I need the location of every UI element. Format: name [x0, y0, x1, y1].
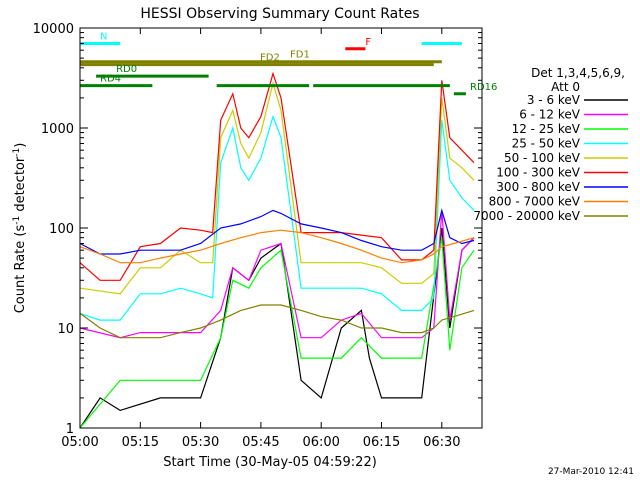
- series-line-8: [79, 229, 475, 264]
- x-tick-label: 06:30: [423, 435, 460, 450]
- legend-entry-label: 25 - 50 keV: [512, 137, 581, 151]
- series-line-6: [79, 71, 475, 281]
- legend-entry-label: 7000 - 20000 keV: [473, 209, 580, 223]
- legend-title-line2: Att 0: [551, 80, 580, 94]
- series-line-5: [79, 81, 475, 295]
- legend-entry-label: 50 - 100 keV: [504, 151, 581, 165]
- x-tick-label: 05:45: [242, 435, 279, 450]
- annotation-label: N: [100, 31, 107, 42]
- plot-frame: [79, 27, 483, 429]
- y-tick-label: 100: [49, 222, 74, 237]
- chart-title: HESSI Observing Summary Count Rates: [140, 6, 419, 22]
- y-tick-label: 10000: [33, 22, 74, 37]
- x-tick-label: 05:15: [122, 435, 159, 450]
- y-axis-label-main: Count Rate (s: [13, 225, 28, 314]
- x-tick-label: 06:15: [363, 435, 400, 450]
- y-tick-label: 10: [57, 322, 74, 337]
- legend-entry-label: 800 - 7000 keV: [489, 195, 581, 209]
- legend-entry-label: 12 - 25 keV: [512, 122, 581, 136]
- series-line-1: [79, 227, 475, 429]
- y-axis-label: Count Rate (s-1 detector-1): [12, 143, 28, 314]
- y-tick-label: 1: [66, 422, 74, 437]
- y-axis-label-sup1: -1: [12, 216, 22, 225]
- footer-stamp: 27-Mar-2010 12:41: [548, 467, 634, 477]
- series-line-4: [79, 114, 475, 321]
- y-axis-label-mid: detector: [13, 156, 28, 216]
- x-tick-label: 05:30: [182, 435, 219, 450]
- annotation-label: FD2: [260, 53, 280, 64]
- y-axis-label-end: ): [13, 143, 28, 148]
- annotation-label: RD4: [100, 74, 121, 85]
- annotation-label: FD1: [290, 50, 310, 61]
- annotation-label: RD16: [470, 82, 497, 93]
- legend-entry-label: 3 - 6 keV: [527, 93, 581, 107]
- y-axis-label-sup2: -1: [12, 148, 22, 157]
- x-tick-label: 05:00: [61, 435, 98, 450]
- series-line-9: [79, 304, 475, 339]
- x-axis-label: Start Time (30-May-05 04:59:22): [163, 455, 377, 470]
- series-line-7: [79, 208, 475, 255]
- legend-entry-label: 100 - 300 keV: [496, 166, 580, 180]
- annotation-label: RD0: [116, 64, 137, 75]
- legend-title-line1: Det 1,3,4,5,6,9,: [531, 66, 625, 80]
- series-line-3: [79, 237, 475, 429]
- legend-entry-label: 300 - 800 keV: [496, 180, 580, 194]
- y-tick-label: 1000: [41, 122, 74, 137]
- series-line-2: [79, 210, 475, 339]
- legend-entry-label: 6 - 12 keV: [519, 108, 581, 122]
- annotation-label: F: [365, 37, 371, 48]
- x-tick-label: 06:00: [302, 435, 339, 450]
